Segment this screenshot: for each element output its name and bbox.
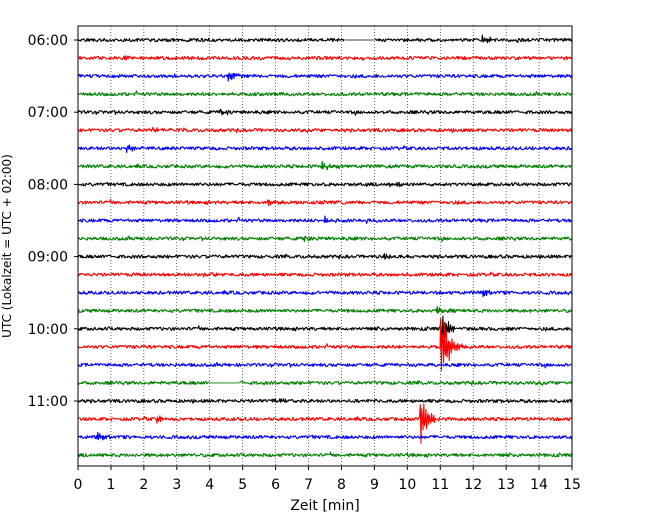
- trace-1145: [77, 451, 573, 458]
- x-tick-label-2: 2: [139, 477, 148, 493]
- x-axis-ticks: 0 1 2 3 4 5 6 7 8 9 10 11 12 13 14 15: [74, 466, 581, 493]
- x-tick-label-6: 6: [271, 477, 280, 493]
- x-tick-label-7: 7: [304, 477, 313, 493]
- trace-0945: [77, 305, 573, 314]
- trace-0800: [77, 181, 573, 188]
- grid-lines: [110, 26, 540, 466]
- y-tick-label-0700: 07:00: [28, 105, 68, 121]
- trace-0600: [77, 34, 573, 44]
- trace-1045: [77, 380, 573, 386]
- trace-0815: [77, 198, 573, 207]
- x-tick-label-1: 1: [106, 477, 115, 493]
- x-tick-label-0: 0: [74, 477, 83, 493]
- trace-0830: [77, 215, 573, 224]
- y-tick-label-1000: 10:00: [28, 322, 68, 338]
- x-axis-label: Zeit [min]: [290, 498, 359, 514]
- y-tick-label-0600: 06:00: [28, 33, 68, 49]
- y-tick-label-0900: 09:00: [28, 250, 68, 266]
- x-tick-label-9: 9: [370, 477, 379, 493]
- seismic-traces: [77, 34, 573, 458]
- y-tick-label-1100: 11:00: [28, 394, 68, 410]
- y-tick-label-0800: 08:00: [28, 177, 68, 193]
- trace-1015: [77, 318, 573, 372]
- x-tick-label-8: 8: [337, 477, 346, 493]
- trace-0615: [77, 55, 573, 62]
- x-tick-label-12: 12: [464, 477, 482, 493]
- x-tick-label-14: 14: [530, 477, 548, 493]
- y-axis-ticks: 06:00 07:00 08:00 09:00 10:00 11:00: [28, 33, 78, 410]
- trace-0630: [77, 72, 573, 82]
- x-tick-label-4: 4: [205, 477, 214, 493]
- x-tick-label-11: 11: [431, 477, 449, 493]
- trace-1030: [77, 361, 573, 369]
- trace-0845: [77, 235, 573, 243]
- x-tick-label-3: 3: [172, 477, 181, 493]
- trace-0730: [77, 144, 573, 154]
- x-tick-label-15: 15: [563, 477, 581, 493]
- trace-0900: [77, 252, 573, 260]
- trace-0930: [77, 289, 573, 298]
- trace-1115: [77, 403, 573, 444]
- plot-frame: [77, 25, 573, 467]
- x-tick-label-10: 10: [398, 477, 416, 493]
- trace-1130: [77, 431, 573, 441]
- trace-0915: [77, 271, 573, 278]
- trace-1000: [77, 315, 573, 342]
- trace-0645: [77, 90, 573, 97]
- y-axis-label: UTC (Lokalzeit = UTC + 02:00): [0, 154, 14, 338]
- x-tick-label-5: 5: [238, 477, 247, 493]
- trace-0745: [77, 160, 573, 171]
- trace-0700: [77, 108, 573, 116]
- x-tick-label-13: 13: [497, 477, 515, 493]
- trace-1100: [77, 398, 573, 404]
- trace-0715: [77, 126, 573, 134]
